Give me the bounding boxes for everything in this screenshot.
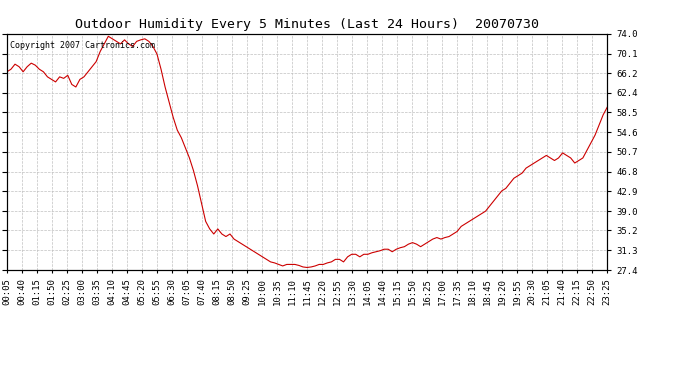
Title: Outdoor Humidity Every 5 Minutes (Last 24 Hours)  20070730: Outdoor Humidity Every 5 Minutes (Last 2… xyxy=(75,18,539,31)
Text: Copyright 2007 Cartronics.com: Copyright 2007 Cartronics.com xyxy=(10,41,155,50)
